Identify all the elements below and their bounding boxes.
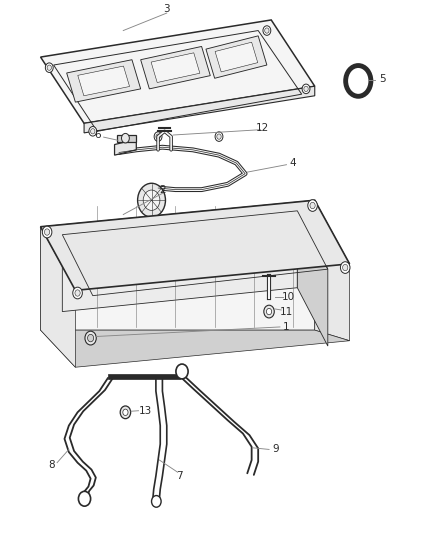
Circle shape: [351, 72, 366, 90]
Circle shape: [215, 132, 223, 141]
Polygon shape: [84, 86, 315, 133]
Polygon shape: [108, 374, 180, 379]
Text: 10: 10: [282, 292, 295, 302]
Polygon shape: [62, 211, 297, 312]
Circle shape: [143, 190, 160, 211]
Circle shape: [308, 200, 318, 212]
Polygon shape: [41, 330, 350, 367]
Circle shape: [154, 132, 162, 141]
Polygon shape: [67, 60, 141, 102]
Text: 4: 4: [290, 158, 296, 168]
Polygon shape: [297, 211, 328, 346]
Circle shape: [138, 183, 166, 217]
Text: 1: 1: [283, 322, 290, 333]
Circle shape: [156, 134, 160, 139]
Circle shape: [78, 491, 91, 506]
Circle shape: [263, 26, 271, 35]
Circle shape: [152, 496, 161, 507]
Text: 8: 8: [48, 461, 55, 470]
Circle shape: [302, 84, 310, 94]
Circle shape: [304, 86, 308, 92]
Circle shape: [85, 331, 96, 345]
Polygon shape: [215, 42, 258, 72]
Text: 11: 11: [280, 306, 293, 317]
Circle shape: [266, 309, 272, 315]
Circle shape: [217, 134, 221, 139]
Circle shape: [176, 364, 188, 379]
Circle shape: [264, 305, 274, 318]
Text: 13: 13: [138, 406, 152, 416]
Polygon shape: [206, 36, 267, 78]
Polygon shape: [141, 46, 210, 89]
Circle shape: [123, 409, 128, 416]
Circle shape: [121, 133, 129, 143]
Circle shape: [340, 262, 350, 273]
Text: 5: 5: [379, 74, 385, 84]
Circle shape: [343, 264, 348, 271]
Circle shape: [75, 290, 80, 296]
Polygon shape: [115, 139, 136, 155]
Polygon shape: [41, 200, 315, 330]
Polygon shape: [41, 200, 350, 290]
Circle shape: [120, 406, 131, 419]
Polygon shape: [41, 227, 75, 367]
Circle shape: [73, 287, 82, 299]
Circle shape: [42, 226, 52, 238]
Circle shape: [310, 203, 315, 209]
Circle shape: [346, 66, 371, 96]
Polygon shape: [78, 66, 130, 96]
Polygon shape: [41, 20, 315, 123]
Polygon shape: [315, 200, 350, 341]
Text: 3: 3: [163, 4, 170, 14]
Circle shape: [45, 229, 49, 235]
Text: 12: 12: [256, 123, 269, 133]
Text: 6: 6: [94, 130, 100, 140]
Circle shape: [88, 334, 94, 342]
Circle shape: [91, 128, 95, 134]
Circle shape: [47, 65, 51, 70]
Polygon shape: [151, 53, 200, 83]
Text: 9: 9: [272, 445, 279, 455]
Text: 2: 2: [159, 184, 166, 195]
Circle shape: [46, 63, 53, 72]
Text: 7: 7: [177, 471, 183, 481]
Polygon shape: [117, 135, 136, 142]
Circle shape: [89, 126, 97, 136]
Circle shape: [265, 28, 269, 33]
